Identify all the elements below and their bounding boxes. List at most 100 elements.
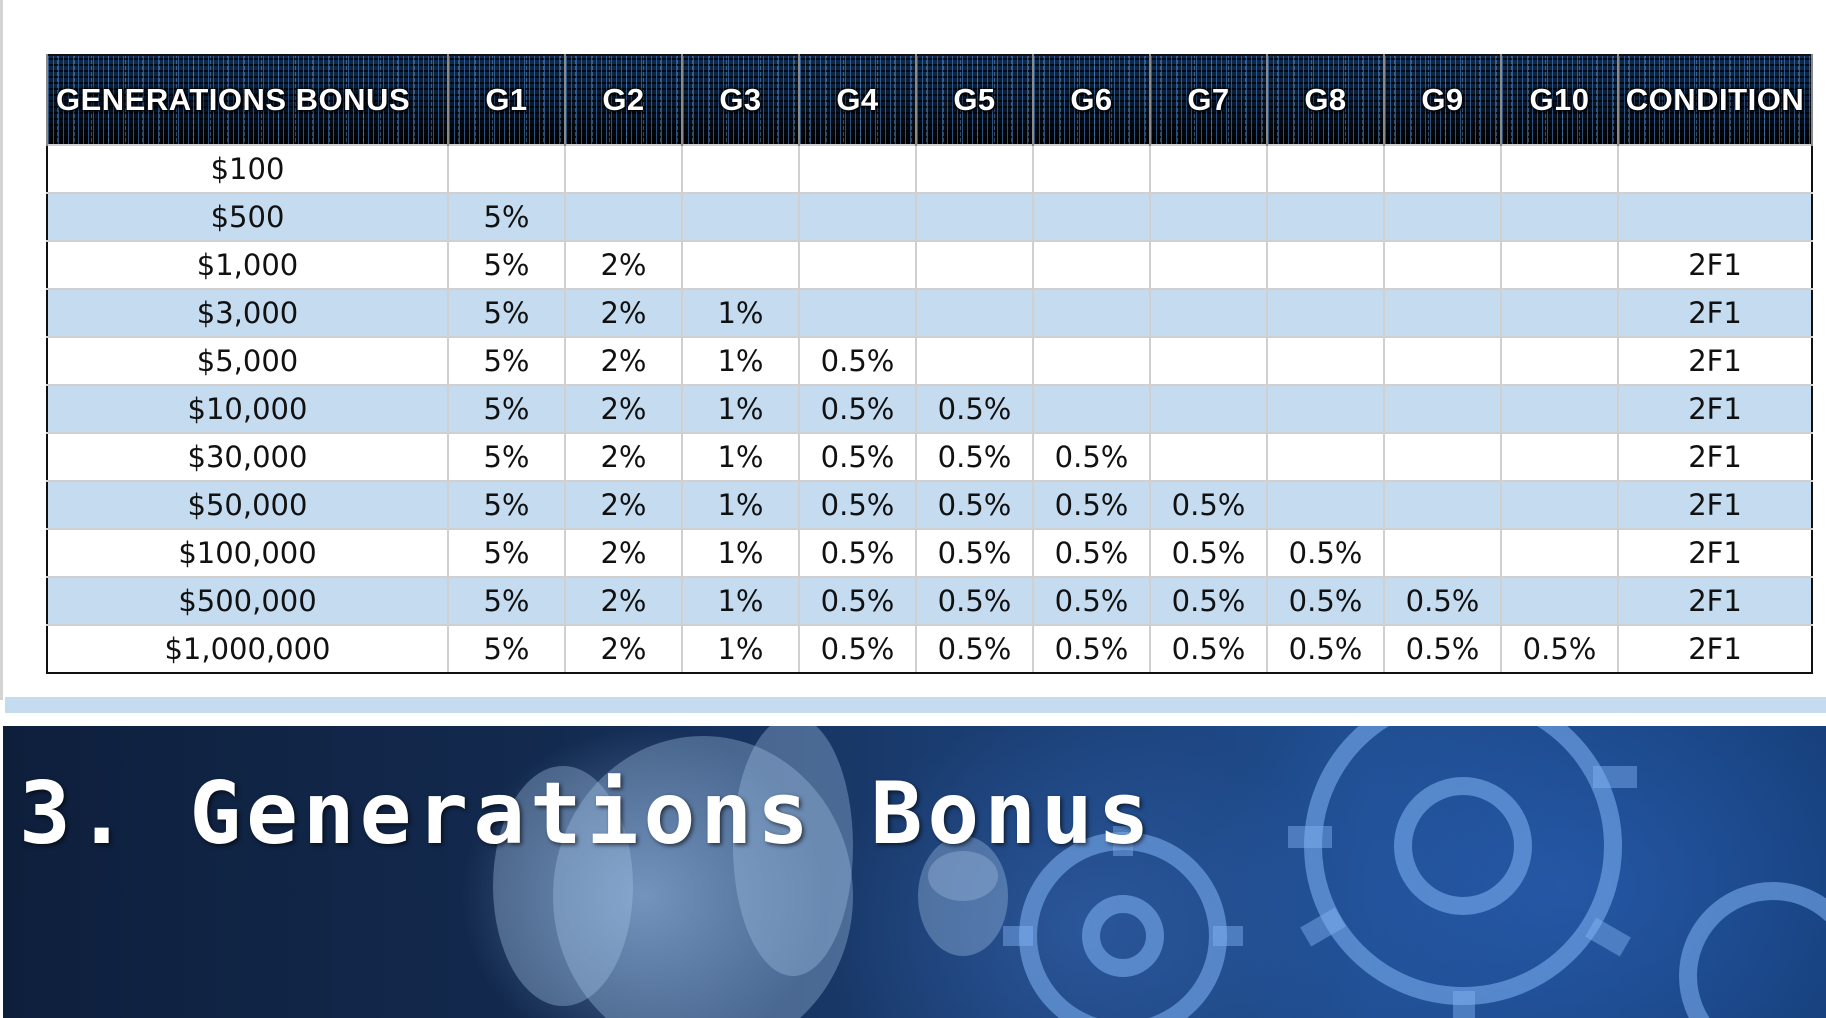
header-g8: G8 bbox=[1266, 55, 1385, 145]
percent-cell bbox=[1383, 528, 1502, 578]
percent-cell bbox=[1032, 288, 1151, 338]
percent-cell bbox=[1500, 480, 1619, 530]
table-row: $50,000 5% 2% 1% 0.5% 0.5% 0.5% 0.5% 2F1 bbox=[46, 480, 1813, 530]
percent-cell: 0.5% bbox=[1266, 624, 1385, 674]
percent-cell bbox=[915, 192, 1034, 242]
percent-cell: 0.5% bbox=[1383, 576, 1502, 626]
percent-cell: 0.5% bbox=[915, 480, 1034, 530]
percent-cell bbox=[915, 336, 1034, 386]
table-row: $500,000 5% 2% 1% 0.5% 0.5% 0.5% 0.5% 0.5% 0.5% 2F… bbox=[46, 576, 1813, 626]
percent-cell: 0.5% bbox=[915, 576, 1034, 626]
percent-cell: 0.5% bbox=[1032, 432, 1151, 482]
percent-cell: 5% bbox=[447, 480, 566, 530]
percent-cell: 0.5% bbox=[1032, 624, 1151, 674]
percent-cell: 2% bbox=[564, 384, 683, 434]
table-header: GENERATIONS BONUS G1 G2 G3 G4 G5 G6 G7 G8 G9 G10 CO… bbox=[46, 55, 1813, 145]
percent-cell bbox=[1149, 192, 1268, 242]
percent-cell bbox=[1266, 480, 1385, 530]
header-g2: G2 bbox=[564, 55, 683, 145]
percent-cell bbox=[1032, 144, 1151, 194]
header-g10: G10 bbox=[1500, 55, 1619, 145]
percent-cell: 0.5% bbox=[1149, 480, 1268, 530]
percent-cell: 1% bbox=[681, 432, 800, 482]
percent-cell: 0.5% bbox=[1032, 528, 1151, 578]
percent-cell: 0.5% bbox=[1266, 528, 1385, 578]
percent-cell bbox=[1500, 240, 1619, 290]
percent-cell: 5% bbox=[447, 624, 566, 674]
percent-cell bbox=[1149, 432, 1268, 482]
percent-cell: 0.5% bbox=[915, 528, 1034, 578]
percent-cell bbox=[1500, 432, 1619, 482]
header-g3: G3 bbox=[681, 55, 800, 145]
percent-cell: 2% bbox=[564, 432, 683, 482]
percent-cell: 0.5% bbox=[1149, 624, 1268, 674]
percent-cell bbox=[1266, 240, 1385, 290]
percent-cell: 0.5% bbox=[915, 384, 1034, 434]
gears-hand-background-illustration bbox=[493, 726, 1826, 1018]
condition-cell: 2F1 bbox=[1617, 240, 1813, 290]
percent-cell: 2% bbox=[564, 336, 683, 386]
condition-cell: 2F1 bbox=[1617, 432, 1813, 482]
percent-cell bbox=[1383, 144, 1502, 194]
condition-cell: 2F1 bbox=[1617, 288, 1813, 338]
percent-cell: 2% bbox=[564, 576, 683, 626]
amount-cell: $50,000 bbox=[46, 480, 449, 530]
percent-cell bbox=[447, 144, 566, 194]
condition-cell: 2F1 bbox=[1617, 336, 1813, 386]
percent-cell: 0.5% bbox=[798, 336, 917, 386]
percent-cell: 5% bbox=[447, 288, 566, 338]
generations-bonus-table-wrapper: GENERATIONS BONUS G1 G2 G3 G4 G5 G6 G7 G8 G9 G10 CO… bbox=[46, 54, 1813, 674]
percent-cell: 1% bbox=[681, 288, 800, 338]
percent-cell bbox=[1149, 288, 1268, 338]
left-page-rule bbox=[0, 0, 3, 700]
percent-cell: 0.5% bbox=[1500, 624, 1619, 674]
condition-cell bbox=[1617, 144, 1813, 194]
percent-cell: 0.5% bbox=[798, 528, 917, 578]
percent-cell: 1% bbox=[681, 528, 800, 578]
table-row: $10,000 5% 2% 1% 0.5% 0.5% 2F1 bbox=[46, 384, 1813, 434]
amount-cell: $500,000 bbox=[46, 576, 449, 626]
percent-cell bbox=[1500, 576, 1619, 626]
percent-cell bbox=[1500, 528, 1619, 578]
condition-cell: 2F1 bbox=[1617, 528, 1813, 578]
percent-cell bbox=[1383, 192, 1502, 242]
section-divider-band bbox=[5, 697, 1826, 713]
header-g7: G7 bbox=[1149, 55, 1268, 145]
header-generations-bonus: GENERATIONS BONUS bbox=[46, 55, 449, 145]
percent-cell bbox=[681, 192, 800, 242]
percent-cell: 2% bbox=[564, 240, 683, 290]
percent-cell: 0.5% bbox=[1266, 576, 1385, 626]
amount-cell: $1,000 bbox=[46, 240, 449, 290]
percent-cell bbox=[1149, 240, 1268, 290]
amount-cell: $100,000 bbox=[46, 528, 449, 578]
amount-cell: $10,000 bbox=[46, 384, 449, 434]
percent-cell bbox=[915, 144, 1034, 194]
percent-cell: 0.5% bbox=[798, 432, 917, 482]
percent-cell: 5% bbox=[447, 336, 566, 386]
header-condition: CONDITION bbox=[1617, 55, 1813, 145]
percent-cell bbox=[798, 144, 917, 194]
percent-cell bbox=[564, 144, 683, 194]
table-row: $30,000 5% 2% 1% 0.5% 0.5% 0.5% 2F1 bbox=[46, 432, 1813, 482]
percent-cell: 0.5% bbox=[798, 576, 917, 626]
percent-cell: 5% bbox=[447, 192, 566, 242]
percent-cell bbox=[1266, 432, 1385, 482]
percent-cell: 2% bbox=[564, 288, 683, 338]
header-g4: G4 bbox=[798, 55, 917, 145]
table-header-row: GENERATIONS BONUS G1 G2 G3 G4 G5 G6 G7 G8 G9 G10 CO… bbox=[46, 55, 1813, 145]
percent-cell: 0.5% bbox=[798, 624, 917, 674]
table-row: $100,000 5% 2% 1% 0.5% 0.5% 0.5% 0.5% 0.5% 2F1 bbox=[46, 528, 1813, 578]
condition-cell bbox=[1617, 192, 1813, 242]
percent-cell: 2% bbox=[564, 624, 683, 674]
table-row: $1,000,000 5% 2% 1% 0.5% 0.5% 0.5% 0.5% 0.5% 0.5%… bbox=[46, 624, 1813, 674]
amount-cell: $30,000 bbox=[46, 432, 449, 482]
percent-cell bbox=[1383, 336, 1502, 386]
percent-cell: 5% bbox=[447, 384, 566, 434]
percent-cell bbox=[1149, 384, 1268, 434]
percent-cell: 5% bbox=[447, 432, 566, 482]
percent-cell bbox=[1383, 288, 1502, 338]
header-g9: G9 bbox=[1383, 55, 1502, 145]
percent-cell: 0.5% bbox=[1149, 528, 1268, 578]
percent-cell: 2% bbox=[564, 528, 683, 578]
amount-cell: $1,000,000 bbox=[46, 624, 449, 674]
